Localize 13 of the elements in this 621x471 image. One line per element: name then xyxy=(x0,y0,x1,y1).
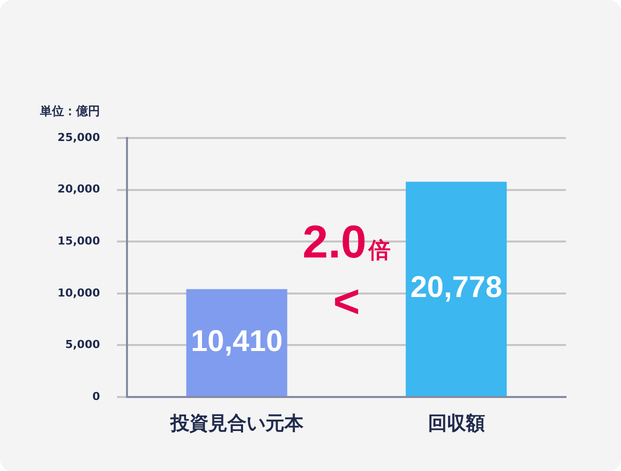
y-tick-label: 15,000 xyxy=(58,234,100,248)
y-axis-title: 単位：億円 xyxy=(39,104,100,118)
data-label: 10,410 xyxy=(190,324,283,358)
y-tick-label: 5,000 xyxy=(65,338,100,352)
x-tick-label: 回収額 xyxy=(428,412,485,434)
x-tick-label: 投資見合い元本 xyxy=(169,412,304,434)
annotation: < xyxy=(333,275,360,328)
annotation: 2.0倍 xyxy=(302,216,390,268)
y-tick-label: 20,000 xyxy=(58,182,100,196)
y-tick-label: 25,000 xyxy=(58,130,100,144)
data-label: 20,778 xyxy=(410,271,502,304)
y-tick-label: 0 xyxy=(92,390,100,403)
y-tick-label: 10,000 xyxy=(58,286,100,300)
